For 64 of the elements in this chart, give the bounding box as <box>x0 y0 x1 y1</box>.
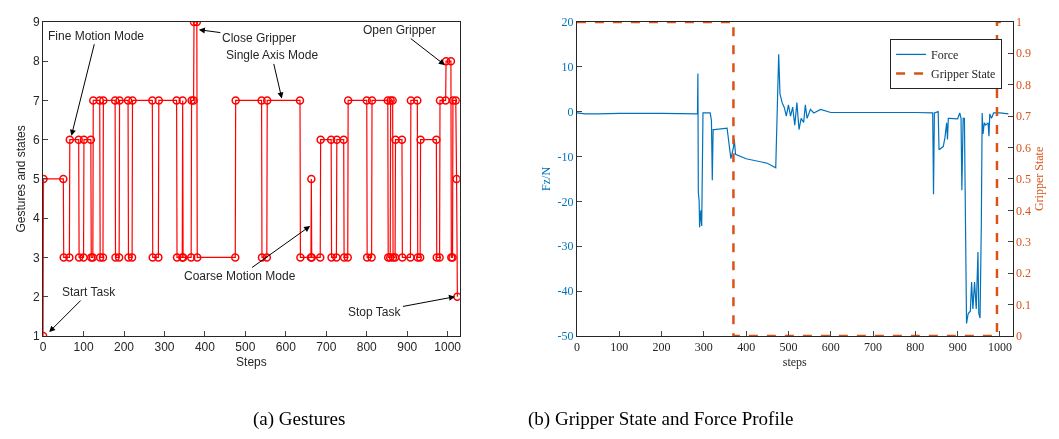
y-tick-label: -10 <box>557 149 574 164</box>
x-tick-label: 800 <box>906 340 925 355</box>
x-tick-label: 600 <box>275 340 297 355</box>
x-axis-title: steps <box>782 355 808 370</box>
text: (b) Gripper State and Force Profile <box>528 408 794 430</box>
y-tick-label: -40 <box>557 284 574 299</box>
legend-label: Force <box>931 48 959 63</box>
y-tick-label: 10 <box>561 59 574 74</box>
y2-tick-label: 0.6 <box>1016 140 1032 155</box>
x-tick-label: 100 <box>610 340 629 355</box>
y-axis-title: Gestures and states <box>14 125 29 233</box>
y-tick-label: 6 <box>33 132 40 147</box>
x-tick-label: 200 <box>652 340 671 355</box>
y-tick-label: -30 <box>557 239 574 254</box>
y2-tick-label: 1 <box>1016 15 1023 30</box>
y-tick-label: 4 <box>33 211 40 226</box>
x-tick-label: 300 <box>694 340 713 355</box>
annotation: Close Gripper <box>222 31 297 45</box>
y2-tick-label: 0.4 <box>1016 203 1032 218</box>
annotation: Start Task <box>62 285 117 299</box>
annotation: Fine Motion Mode <box>48 29 145 43</box>
y2-axis-title: Gripper State <box>1031 146 1046 212</box>
y-tick-label: 5 <box>33 172 40 187</box>
y-tick-label: 1 <box>33 329 40 344</box>
y2-tick-label: 0.8 <box>1016 77 1032 92</box>
y-tick-label: 20 <box>561 15 574 30</box>
annotation: Coarse Motion Mode <box>184 269 296 283</box>
text: (a) Gestures <box>253 408 346 430</box>
y-tick-label: 9 <box>33 15 40 30</box>
y2-tick-label: 0.2 <box>1016 266 1032 281</box>
x-tick-label: 1000 <box>987 340 1012 355</box>
y-tick-label: 0 <box>567 104 574 119</box>
x-tick-label: 500 <box>235 340 256 355</box>
annotation: Single Axis Mode <box>226 48 319 62</box>
x-tick-label: 700 <box>316 340 337 355</box>
x-tick-label: 100 <box>73 340 94 355</box>
annotation: Stop Task <box>348 305 402 319</box>
y2-tick-label: 0.1 <box>1016 297 1032 312</box>
y-tick-label: 8 <box>33 54 40 69</box>
y2-tick-label: 0.9 <box>1016 46 1032 61</box>
x-tick-label: 900 <box>397 340 418 355</box>
x-tick-label: 400 <box>194 340 216 355</box>
x-axis-title: Steps <box>236 355 267 370</box>
y2-tick-label: 0.7 <box>1016 109 1032 124</box>
x-tick-label: 500 <box>779 340 798 355</box>
y-tick-label: 7 <box>33 93 40 108</box>
x-tick-label: 1000 <box>434 340 462 355</box>
x-tick-label: 800 <box>356 340 378 355</box>
y2-tick-label: 0.5 <box>1016 172 1032 187</box>
y2-tick-label: 0 <box>1016 329 1023 344</box>
x-tick-label: 600 <box>821 340 840 355</box>
y2-tick-label: 0.3 <box>1016 234 1032 249</box>
y-tick-label: 3 <box>33 250 40 265</box>
x-tick-label: 900 <box>948 340 967 355</box>
x-tick-label: 400 <box>737 340 756 355</box>
y-axis-title: Fz/N <box>538 166 553 191</box>
y-tick-label: -50 <box>557 329 574 344</box>
x-tick-label: 200 <box>113 340 135 355</box>
x-tick-label: 700 <box>864 340 883 355</box>
x-tick-label: 300 <box>154 340 175 355</box>
y-tick-label: -20 <box>557 194 574 209</box>
annotation: Open Gripper <box>363 23 436 37</box>
y-tick-label: 2 <box>33 289 40 304</box>
legend-label: Gripper State <box>931 67 996 82</box>
